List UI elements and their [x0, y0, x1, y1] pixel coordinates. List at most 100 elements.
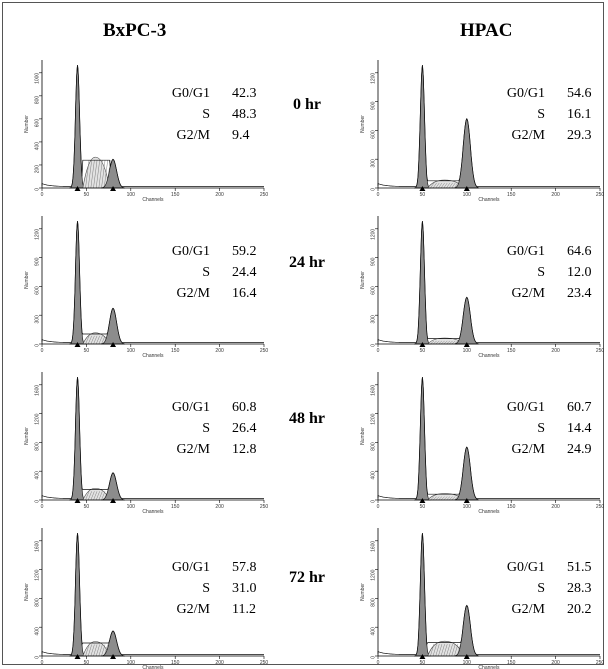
- s-phase-hatch: [98, 160, 103, 189]
- s-phase-hatch: [451, 182, 456, 189]
- time-label-3: 72 hr: [289, 569, 325, 586]
- s-phase-hatch: [87, 644, 92, 657]
- x-axis-label: Channels: [142, 509, 164, 515]
- y-axis-label: Number: [24, 427, 30, 445]
- s-phase-hatch: [93, 644, 98, 657]
- phase-name: S: [537, 421, 545, 436]
- y-tick-label: 1200: [35, 413, 41, 424]
- x-tick-label: 150: [507, 504, 516, 510]
- time-label-1: 24 hr: [289, 254, 325, 271]
- s-phase-hatch: [451, 644, 456, 657]
- y-tick-label: 1200: [35, 229, 41, 240]
- phase-name: S: [202, 107, 210, 122]
- y-tick-label: 1600: [371, 385, 377, 396]
- x-tick-label: 150: [507, 192, 516, 198]
- phase-name: S: [537, 265, 545, 280]
- s-phase-hatch: [446, 644, 451, 657]
- y-tick-label: 400: [371, 471, 377, 480]
- phase-name: G2/M: [176, 286, 210, 301]
- x-tick-label: 150: [171, 504, 180, 510]
- s-phase-hatch: [101, 160, 106, 189]
- x-tick-label: 250: [260, 660, 269, 666]
- y-axis-label: Number: [360, 115, 366, 133]
- s-phase-hatch: [448, 644, 453, 657]
- x-axis-label: Channels: [142, 197, 164, 203]
- s-phase-hatch: [101, 644, 106, 657]
- s-phase-hatch: [95, 644, 100, 657]
- phase-name: S: [202, 581, 210, 596]
- x-tick-label: 0: [377, 660, 380, 666]
- s-phase-hatch: [98, 491, 103, 501]
- s-phase-hatch: [101, 335, 106, 345]
- histogram-envelope: [377, 377, 600, 499]
- x-tick-label: 50: [84, 660, 90, 666]
- histogram-0: 0 200 400 600 800 1000 Number 0 50 100 150 200 250 Ch…: [24, 60, 268, 203]
- s-phase-hatch: [454, 340, 459, 345]
- s-phase-hatch: [98, 335, 103, 345]
- x-tick-label: 0: [377, 192, 380, 198]
- s-phase-hatch: [446, 182, 451, 189]
- g0g1-peak: [414, 221, 431, 345]
- phase-value: 16.4: [232, 286, 257, 301]
- y-tick-label: 600: [371, 286, 377, 295]
- phase-value: 54.6: [567, 86, 592, 101]
- x-axis-label: Channels: [142, 665, 164, 669]
- g0g1-peak: [414, 533, 431, 657]
- s-phase-hatch: [93, 160, 98, 189]
- x-axis-label: Channels: [142, 353, 164, 359]
- s-phase-hatch: [443, 644, 448, 657]
- x-tick-label: 150: [507, 660, 516, 666]
- y-tick-label: 0: [371, 344, 377, 347]
- peak-marker-0: [74, 342, 81, 347]
- x-tick-label: 100: [127, 348, 136, 354]
- s-phase-hatch: [90, 491, 95, 501]
- s-phase-hatch: [446, 496, 451, 501]
- y-tick-label: 400: [35, 627, 41, 636]
- histogram-envelope: [41, 377, 264, 499]
- g0g1-peak: [414, 377, 431, 501]
- g2m-peak: [454, 296, 479, 345]
- g0g1-peak: [69, 65, 86, 189]
- y-tick-label: 1200: [371, 413, 377, 424]
- s-phase-hatch: [448, 182, 453, 189]
- x-tick-label: 0: [377, 348, 380, 354]
- x-tick-label: 200: [551, 504, 560, 510]
- y-axis-label: Number: [24, 115, 30, 133]
- y-axis-label: Number: [360, 271, 366, 289]
- histogram-envelope: [377, 65, 600, 187]
- phase-value: 42.3: [232, 86, 257, 101]
- g0g1-peak: [69, 533, 86, 657]
- phase-name: G0/G1: [171, 86, 210, 101]
- x-tick-label: 200: [215, 660, 224, 666]
- phase-name: G0/G1: [171, 400, 210, 415]
- s-phase-hatch: [440, 340, 445, 345]
- s-phase-hatch: [103, 160, 108, 189]
- histogram-envelope: [377, 221, 600, 343]
- phase-name: G0/G1: [171, 244, 210, 259]
- peak-marker-1: [110, 342, 117, 347]
- histogram-envelope: [41, 65, 264, 187]
- s-phase-hatch: [85, 644, 90, 657]
- phase-name: G2/M: [511, 128, 545, 143]
- x-tick-label: 0: [41, 192, 44, 198]
- s-phase-hatch: [432, 644, 437, 657]
- histogram-3: 0 300 600 900 1200 Number 0 50 100 150 200 250 Chann…: [360, 216, 604, 359]
- phase-name: S: [537, 581, 545, 596]
- x-tick-label: 250: [260, 504, 269, 510]
- phase-value: 28.3: [567, 581, 592, 596]
- s-phase-hatch: [440, 644, 445, 657]
- x-tick-label: 250: [260, 348, 269, 354]
- x-tick-label: 200: [215, 348, 224, 354]
- peak-marker-0: [74, 186, 81, 191]
- s-phase-hatch: [93, 335, 98, 345]
- s-phase-hatch: [85, 160, 90, 189]
- histogram-1: 0 300 600 900 1200 Number 0 50 100 150 200 250 Chann…: [360, 60, 604, 203]
- s-phase-hatch: [90, 160, 95, 189]
- s-phase-hatch: [432, 496, 437, 501]
- phase-value: 60.8: [232, 400, 257, 415]
- phase-name: G2/M: [511, 602, 545, 617]
- x-tick-label: 50: [420, 660, 426, 666]
- y-tick-label: 900: [35, 257, 41, 266]
